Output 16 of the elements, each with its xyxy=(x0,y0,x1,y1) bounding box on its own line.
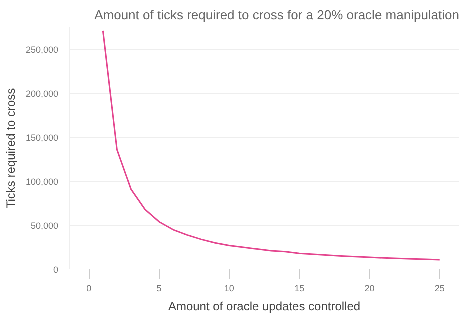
y-tick-label: 0 xyxy=(53,265,59,275)
chart-title: Amount of ticks required to cross for a 20% oracle manipulation xyxy=(94,8,460,22)
line-series xyxy=(102,30,441,261)
y-tick-label: 50,000 xyxy=(30,221,59,231)
x-tick-label: 5 xyxy=(156,284,162,294)
y-tick-label: 200,000 xyxy=(26,89,59,99)
x-tick-label: 0 xyxy=(86,284,92,294)
y-tick-label: 150,000 xyxy=(26,133,59,143)
x-axis-title: Amount of oracle updates controlled xyxy=(168,300,361,314)
x-tick-label: 15 xyxy=(294,284,305,294)
y-tick-label: 100,000 xyxy=(26,177,59,187)
x-tick-label: 25 xyxy=(434,284,445,294)
y-axis-title: Ticks required to cross xyxy=(4,88,18,209)
x-tick-label: 10 xyxy=(224,284,234,294)
x-tick-label: 20 xyxy=(364,284,375,294)
y-tick-label: 250,000 xyxy=(26,45,59,55)
